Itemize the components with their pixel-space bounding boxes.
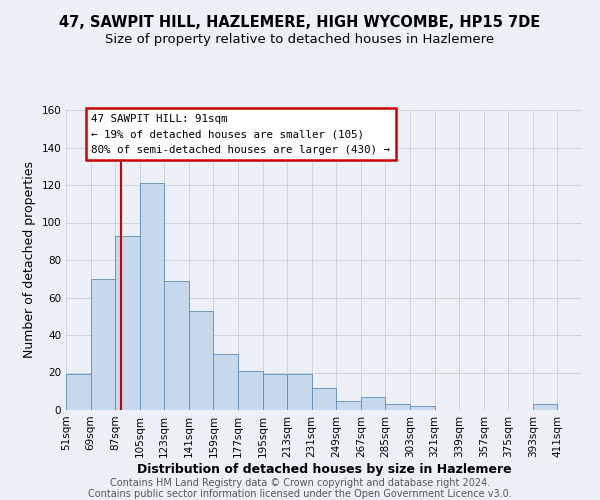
Text: 47 SAWPIT HILL: 91sqm
← 19% of detached houses are smaller (105)
80% of semi-det: 47 SAWPIT HILL: 91sqm ← 19% of detached … [91, 114, 390, 155]
Bar [361, 397, 385, 410]
Text: Contains HM Land Registry data © Crown copyright and database right 2024.: Contains HM Land Registry data © Crown c… [110, 478, 490, 488]
Y-axis label: Number of detached properties: Number of detached properties [23, 162, 36, 358]
Text: 47, SAWPIT HILL, HAZLEMERE, HIGH WYCOMBE, HP15 7DE: 47, SAWPIT HILL, HAZLEMERE, HIGH WYCOMBE… [59, 15, 541, 30]
Text: Size of property relative to detached houses in Hazlemere: Size of property relative to detached ho… [106, 32, 494, 46]
Text: Contains public sector information licensed under the Open Government Licence v3: Contains public sector information licen… [88, 489, 512, 499]
Bar [263, 374, 287, 410]
Bar [287, 374, 312, 410]
Bar [312, 388, 336, 410]
X-axis label: Distribution of detached houses by size in Hazlemere: Distribution of detached houses by size … [137, 462, 511, 475]
Bar [115, 236, 140, 410]
Bar [336, 400, 361, 410]
Bar [91, 279, 115, 410]
Bar [385, 404, 410, 410]
Bar [164, 280, 189, 410]
Bar [189, 310, 214, 410]
Bar [238, 370, 263, 410]
Bar [66, 374, 91, 410]
Bar [214, 354, 238, 410]
Bar [140, 183, 164, 410]
Bar [533, 404, 557, 410]
Bar [410, 406, 434, 410]
